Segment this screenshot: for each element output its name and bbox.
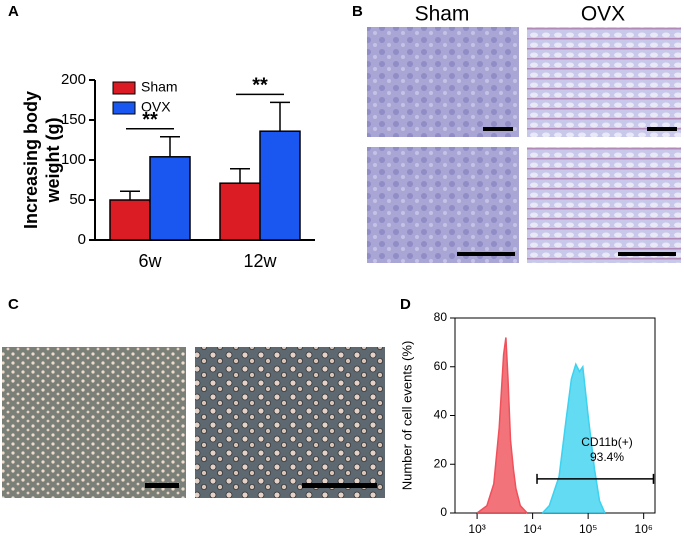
x-tick-label: 12w xyxy=(243,251,277,271)
y-tick-label: 50 xyxy=(69,191,86,208)
legend-label: Sham xyxy=(141,79,178,95)
bar xyxy=(109,199,151,241)
y-tick-label: 80 xyxy=(434,310,448,324)
x-tick-label: 10⁴ xyxy=(523,522,542,536)
panel-label: B xyxy=(352,3,363,20)
x-tick-label: 10⁶ xyxy=(635,522,653,536)
column-label: OVX xyxy=(581,3,625,26)
x-tick-label: 6w xyxy=(138,251,162,271)
micrographs xyxy=(2,27,681,498)
panel-label: D xyxy=(400,296,411,313)
histogram-area xyxy=(541,362,606,514)
panel-label: A xyxy=(8,3,19,20)
y-tick-label: 40 xyxy=(434,408,448,422)
column-label: Sham xyxy=(415,3,470,26)
plot-frame xyxy=(454,317,656,514)
gate-label: 93.4% xyxy=(590,450,624,464)
x-tick-label: 10⁵ xyxy=(579,522,597,536)
y-tick-label: 20 xyxy=(434,456,448,470)
y-tick-label: 200 xyxy=(61,71,86,88)
significance: ** xyxy=(142,109,158,131)
legend-swatch xyxy=(112,81,136,95)
y-tick-label: 0 xyxy=(440,505,447,519)
y-tick-label: 100 xyxy=(61,151,86,168)
y-axis-label: weight (g) xyxy=(43,118,63,204)
bar xyxy=(259,130,301,241)
legend-swatch xyxy=(112,101,136,115)
x-tick-label: 10³ xyxy=(468,522,485,536)
gate-label: CD11b(+) xyxy=(581,435,632,449)
bar xyxy=(219,182,261,241)
y-tick-label: 60 xyxy=(434,359,448,373)
y-tick-label: 0 xyxy=(78,231,86,248)
y-axis-label: Increasing body xyxy=(21,91,41,229)
y-axis-label: Number of cell events (%) xyxy=(399,341,414,491)
bar xyxy=(149,156,191,241)
histogram-area xyxy=(476,337,528,514)
panel-label: C xyxy=(8,296,19,313)
significance: ** xyxy=(252,75,268,97)
legend-label: OVX xyxy=(141,99,171,115)
y-tick-label: 150 xyxy=(61,111,86,128)
